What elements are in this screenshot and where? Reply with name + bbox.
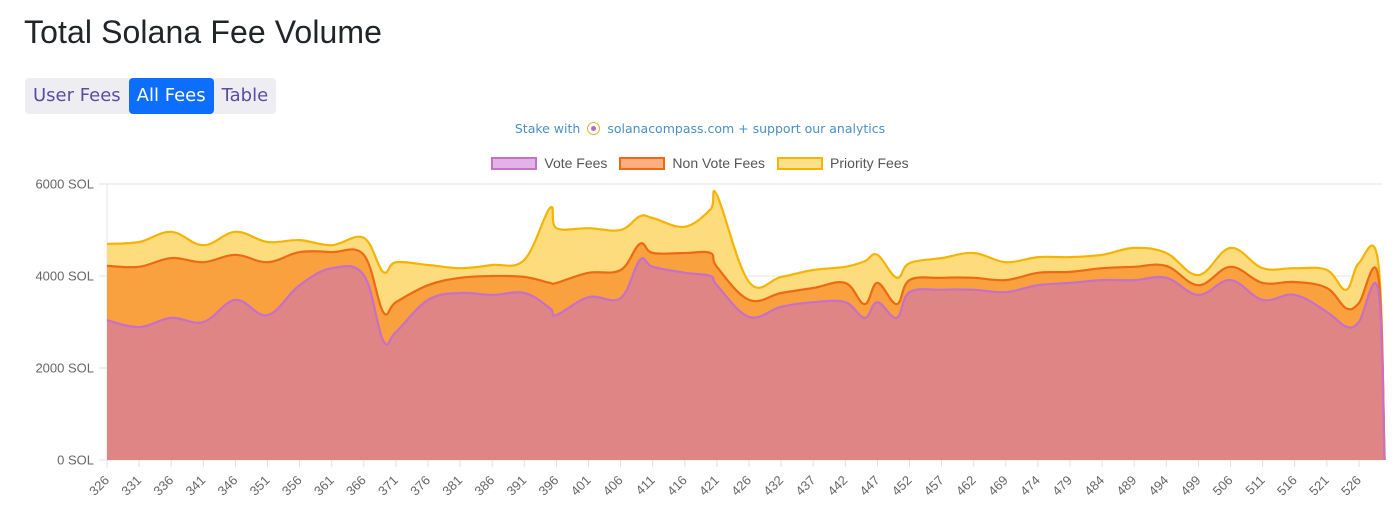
x-tick-label: 506 xyxy=(1210,473,1236,499)
x-tick-label: 346 xyxy=(215,473,241,499)
legend-item-priority-fees[interactable]: Priority Fees xyxy=(777,155,909,171)
legend-label-vote-fees: Vote Fees xyxy=(544,155,608,171)
x-tick-label: 331 xyxy=(118,473,144,499)
tab-all-fees[interactable]: All Fees xyxy=(128,78,214,114)
non-vote-fees-line xyxy=(106,242,1386,461)
chart-legend: Vote Fees Non Vote Fees Priority Fees xyxy=(0,155,1400,171)
vote-fees-area xyxy=(107,258,1385,460)
x-tick-label: 499 xyxy=(1178,473,1204,499)
x-tick-label: 447 xyxy=(857,473,883,499)
promo-suffix: + support our analytics xyxy=(738,121,886,136)
vote-fees-line xyxy=(106,257,1386,461)
x-tick-label: 326 xyxy=(86,473,112,499)
priority-fees-swatch xyxy=(777,156,824,170)
x-tick-label: 341 xyxy=(182,473,208,499)
legend-label-non-vote-fees: Non Vote Fees xyxy=(672,155,766,171)
x-axis: 326 331 336 341 346 351 356 361 366 371 376 381 386 3… xyxy=(86,460,1364,498)
x-tick-label: 479 xyxy=(1049,473,1075,499)
legend-label-priority-fees: Priority Fees xyxy=(830,155,909,171)
non-vote-fees-swatch xyxy=(619,156,666,170)
priority-fees-line xyxy=(106,189,1386,461)
x-tick-label: 494 xyxy=(1145,473,1171,499)
x-tick-label: 489 xyxy=(1113,473,1139,499)
x-tick-label: 381 xyxy=(439,473,465,499)
x-tick-label: 511 xyxy=(1242,473,1267,498)
x-tick-label: 442 xyxy=(824,473,850,499)
x-tick-label: 336 xyxy=(150,473,176,499)
x-tick-label: 516 xyxy=(1274,473,1300,499)
x-tick-label: 351 xyxy=(247,473,273,499)
x-tick-label: 432 xyxy=(760,473,786,499)
x-tick-label: 356 xyxy=(279,473,305,499)
x-tick-label: 452 xyxy=(889,473,915,499)
x-tick-label: 521 xyxy=(1306,473,1332,499)
x-tick-label: 386 xyxy=(471,473,497,499)
y-tick-label: 2000 SOL xyxy=(35,361,94,376)
x-tick-label: 371 xyxy=(375,473,401,499)
x-tick-label: 396 xyxy=(536,473,562,499)
x-tick-label: 391 xyxy=(503,473,529,499)
y-tick-label: 6000 SOL xyxy=(35,177,94,192)
y-tick-label: 4000 SOL xyxy=(35,269,94,284)
solanacompass-link[interactable]: solanacompass.com xyxy=(607,121,735,136)
y-axis: 0 SOL 2000 SOL 4000 SOL 6000 SOL xyxy=(35,177,107,468)
x-tick-label: 426 xyxy=(728,473,754,499)
y-tick-label: 0 SOL xyxy=(57,453,94,468)
x-tick-label: 376 xyxy=(407,473,433,499)
promo-prefix: Stake with xyxy=(514,121,581,136)
x-tick-label: 474 xyxy=(1017,473,1043,499)
x-tick-label: 361 xyxy=(311,473,337,499)
tab-table[interactable]: Table xyxy=(214,78,277,114)
x-tick-label: 457 xyxy=(921,473,947,499)
x-tick-label: 401 xyxy=(568,473,594,499)
x-tick-label: 526 xyxy=(1338,473,1364,499)
x-tick-label: 437 xyxy=(792,473,818,499)
x-tick-label: 416 xyxy=(664,473,690,499)
page-title: Total Solana Fee Volume xyxy=(24,14,383,50)
stake-promo: Stake with solanacompass.com + support o… xyxy=(0,121,1400,136)
x-tick-label: 406 xyxy=(600,473,626,499)
x-tick-label: 411 xyxy=(633,473,658,498)
x-tick-label: 469 xyxy=(985,473,1011,499)
x-tick-label: 421 xyxy=(696,473,722,499)
legend-item-vote-fees[interactable]: Vote Fees xyxy=(491,155,607,171)
solana-compass-logo-icon xyxy=(587,122,601,135)
x-tick-label: 484 xyxy=(1081,473,1107,499)
vote-fees-swatch xyxy=(491,156,538,170)
view-toggle-group: User Fees All Fees Table xyxy=(25,78,277,114)
legend-item-non-vote-fees[interactable]: Non Vote Fees xyxy=(619,155,765,171)
chart-areas xyxy=(106,189,1386,461)
x-tick-label: 366 xyxy=(343,473,369,499)
tab-user-fees[interactable]: User Fees xyxy=(25,78,129,114)
x-tick-label: 462 xyxy=(953,473,979,499)
